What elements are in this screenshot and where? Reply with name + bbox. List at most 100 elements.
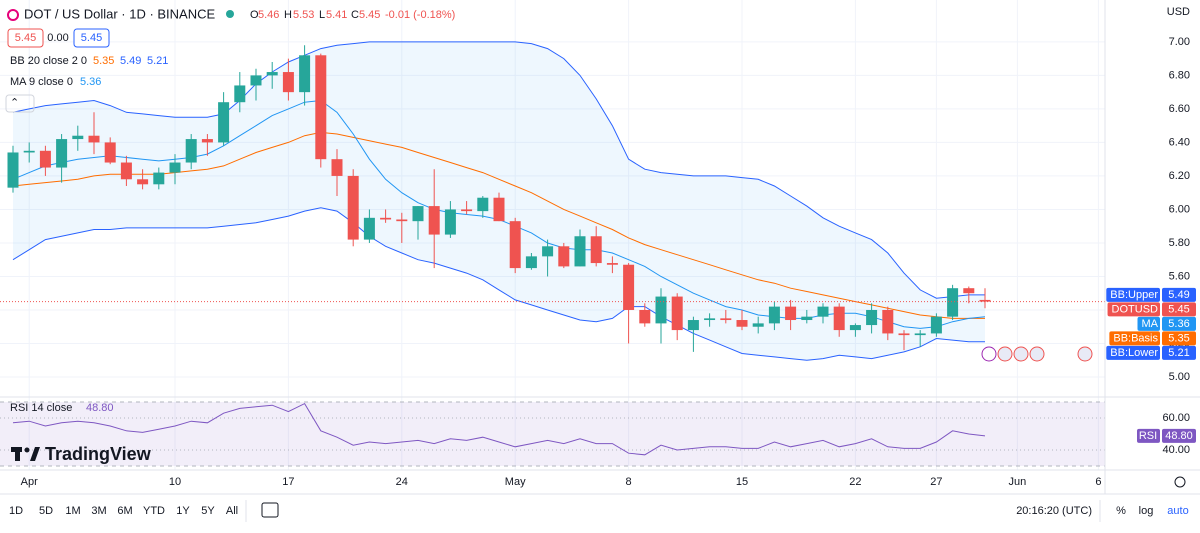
rsi-tag-value: 48.80: [1165, 430, 1193, 442]
x-tick-label: 27: [930, 476, 942, 488]
bid-price[interactable]: 5.45: [15, 32, 36, 44]
logo-mark: [15, 447, 20, 461]
y-tick-label: 5.00: [1169, 371, 1190, 383]
candle-body: [88, 135, 100, 143]
price-tag: BB:Upper 5.49: [1106, 287, 1196, 302]
price-tag-value: 5.45: [1168, 303, 1189, 315]
y-tick-label: 5.60: [1169, 270, 1190, 282]
y-tick-label: 7.00: [1169, 36, 1190, 48]
candle-body: [979, 299, 991, 302]
collapse-button[interactable]: ⌃: [10, 97, 19, 109]
candle-body: [720, 318, 732, 321]
y-tick-label: 6.20: [1169, 170, 1190, 182]
candle-body: [56, 139, 68, 168]
price-tag-name-box: [1109, 331, 1160, 346]
candle-body: [671, 296, 683, 331]
indicator-line: [12, 41, 985, 299]
candle-body: [817, 306, 829, 317]
clock: 20:16:20 (UTC): [1016, 505, 1092, 517]
y-tick-label: 6.60: [1169, 103, 1190, 115]
ohlc-key: C: [351, 9, 359, 21]
price-tag-name: MA: [1142, 318, 1159, 330]
price-tag-name-box: [1137, 316, 1160, 331]
ask-box[interactable]: [73, 28, 110, 48]
y-tick-label: 5.80: [1169, 237, 1190, 249]
x-tick-label: 22: [849, 476, 861, 488]
ohlc-value: 5.53: [293, 9, 314, 21]
range-button[interactable]: YTD: [143, 505, 165, 517]
ui: DOT / US Dollar · 1D · BINANCE ⌃ Trading…: [0, 0, 1200, 522]
candle-body: [282, 72, 294, 93]
candle-body: [7, 152, 19, 188]
candle-body: [930, 316, 942, 334]
candle-body: [574, 236, 586, 267]
candle-body: [655, 296, 667, 324]
range-button[interactable]: All: [226, 505, 238, 517]
scale-option[interactable]: auto: [1167, 505, 1188, 517]
range-button[interactable]: 1Y: [176, 505, 190, 517]
x-tick-label: May: [505, 476, 526, 488]
price-tag-name-box: [1106, 287, 1160, 302]
candle-body: [428, 206, 440, 235]
range-button[interactable]: 6M: [117, 505, 132, 517]
logo-text: TradingView: [45, 444, 152, 464]
symbol-title[interactable]: DOT / US Dollar · 1D · BINANCE: [24, 6, 216, 21]
price-tag-value-box: [1162, 331, 1196, 346]
rsi-legend: RSI 14 close: [10, 402, 72, 414]
candle-body: [363, 217, 375, 240]
candle-body: [914, 333, 926, 336]
candle-body: [898, 333, 910, 336]
rsi-tick-label: 60.00: [1162, 412, 1190, 424]
x-tick-label: 8: [626, 476, 632, 488]
ohlc-change: -0.01 (-0.18%): [385, 9, 455, 21]
spread: 0.00: [47, 32, 68, 44]
event-icon: [981, 346, 997, 362]
candle-body: [412, 206, 424, 222]
candle-body: [153, 172, 165, 185]
bid-box[interactable]: [7, 28, 44, 48]
range-button[interactable]: 1M: [65, 505, 80, 517]
candle-body: [266, 72, 278, 76]
settings-icon[interactable]: [1174, 476, 1186, 488]
candle-body: [250, 75, 262, 86]
price-tag: BB:Lower 5.21: [1106, 345, 1196, 360]
event-icon: [1013, 346, 1029, 362]
candle-body: [315, 55, 327, 160]
candle-body: [687, 320, 699, 331]
ohlc-key: L: [319, 9, 325, 21]
price-tag-name-box: [1107, 302, 1160, 317]
range-button[interactable]: 1D: [9, 505, 23, 517]
candle-body: [137, 179, 149, 185]
candle-body: [185, 139, 197, 163]
ohlc-value: 5.41: [326, 9, 347, 21]
rsi-band: [0, 402, 1105, 466]
collapse-box[interactable]: [5, 94, 35, 113]
range-button[interactable]: 3M: [91, 505, 106, 517]
y-tick-label: 6.80: [1169, 69, 1190, 81]
ma-legend: MA 9 close 0: [10, 76, 73, 88]
price-tag-value-box: [1162, 302, 1196, 317]
range-button[interactable]: 5D: [39, 505, 53, 517]
y-tick-label: 6.00: [1169, 203, 1190, 215]
candle-body: [477, 197, 489, 212]
candle-body: [704, 318, 716, 321]
grid: 5.005.205.405.605.806.006.206.406.606.80…: [0, 0, 1190, 488]
rsi-tag-name: RSI: [1139, 430, 1157, 442]
candle-body: [752, 323, 764, 327]
candle-body: [866, 309, 878, 326]
scale-option[interactable]: %: [1116, 505, 1126, 517]
price-tag-name: BB:Basis: [1113, 332, 1158, 344]
ohlc-key: O: [250, 9, 259, 21]
date-range-icon[interactable]: [261, 502, 279, 518]
candle-body: [380, 217, 392, 220]
range-button[interactable]: 5Y: [201, 505, 215, 517]
price-tag-value: 5.49: [1168, 289, 1189, 301]
price-tag-value: 5.36: [1168, 318, 1189, 330]
price-tag-value: 5.21: [1168, 347, 1189, 359]
ask-price[interactable]: 5.45: [81, 32, 102, 44]
candle-body: [461, 209, 473, 212]
scale-option[interactable]: log: [1139, 505, 1154, 517]
rsi-legend-value: 48.80: [86, 402, 114, 414]
logo: TradingView: [11, 444, 152, 464]
